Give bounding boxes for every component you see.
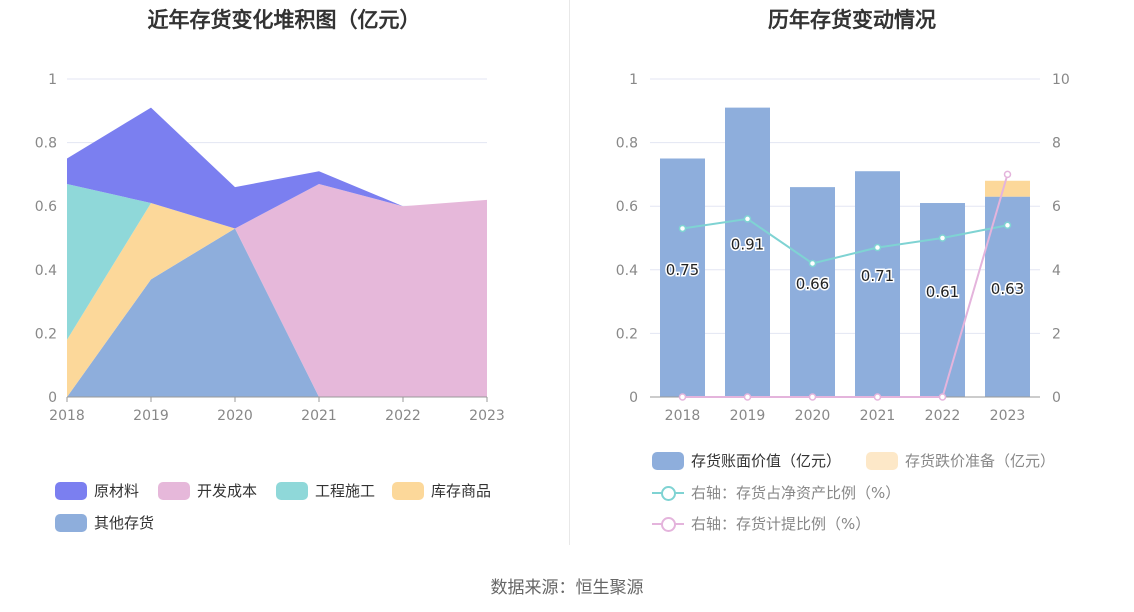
right-x-tick-label: 2020 [795,408,831,424]
legend-swatch [55,513,87,532]
line-point [938,234,947,242]
right-y2-tick-label: 4 [1052,263,1061,279]
right-x-tick-label: 2022 [925,408,961,424]
legend-label: 右轴：存货占净资产比例（%） [691,484,901,502]
bar-impairment [985,180,1030,197]
stacked-area-panel: 近年存货变化堆积图（亿元） 0 0.2 0.4 0.6 0.8 1 2018 2019 2020… [0,0,568,545]
left-x-tick-label: 2020 [217,408,253,424]
left-y-tick-label: 0.2 [35,326,57,342]
right-y2-tick-label: 0 [1052,390,1061,406]
right-legend-item[interactable]: 右轴：存货计提比例（%） [652,513,870,534]
bar-book-value [790,187,835,397]
area-4 [67,183,487,397]
right-y-tick-label: 1 [629,72,638,88]
right-x-tick-label: 2018 [665,408,701,424]
legend-swatch [652,451,684,470]
bar-data-label: 0.63 [991,280,1024,298]
legend-label: 右轴：存货计提比例（%） [691,515,871,533]
legend-label: 存货账面价值（亿元） [691,452,842,470]
left-y-tick-label: 0.4 [35,263,57,279]
left-y-tick-label: 0.6 [35,199,57,215]
left-x-tick-label: 2018 [49,408,85,424]
right-legend-item[interactable]: 存货账面价值（亿元） [652,450,841,471]
legend-swatch [866,451,898,470]
legend-swatch [652,515,684,533]
right-y2-tick-label: 8 [1052,136,1061,152]
right-legend-item[interactable]: 右轴：存货占净资产比例（%） [652,482,900,503]
right-y-tick-label: 0.8 [616,136,638,152]
left-legend-item[interactable]: 工程施工 [276,480,375,501]
bar-data-label: 0.61 [926,283,959,301]
bar-data-label: 0.75 [666,261,699,279]
right-y2-tick-label: 2 [1052,326,1061,342]
legend-label: 库存商品 [431,482,492,500]
legend-label: 工程施工 [315,482,376,500]
stacked-area-chart: 0 0.2 0.4 0.6 0.8 1 2018 2019 2020 2021 2022 2023 [35,72,505,424]
left-x-tick-label: 2023 [469,408,505,424]
bar-book-value [725,107,770,398]
left-legend-item[interactable]: 库存商品 [392,480,491,501]
line-series-1 [682,217,1008,265]
line-point [678,224,687,233]
legend-swatch [55,481,87,500]
bar-data-label: 0.66 [796,275,829,293]
bar-data-label: 0.71 [861,267,894,285]
line-point [873,243,882,252]
area-2 [67,203,487,397]
legend-label: 存货跌价准备（亿元） [905,452,1056,470]
line-point [873,393,882,401]
bar-book-value [855,171,900,397]
right-x-tick-label: 2023 [990,408,1026,424]
line-point [743,215,752,223]
legend-swatch [392,481,424,500]
data-source: 数据来源：恒生聚源 [490,578,644,598]
bar-data-label: 0.91 [731,235,764,253]
legend-label: 原材料 [94,482,140,500]
left-x-tick-label: 2019 [133,408,169,424]
left-y-tick-label: 1 [48,72,57,88]
left-legend-item[interactable]: 其他存货 [55,512,154,533]
right-y-tick-label: 0.2 [616,326,638,342]
right-chart-title: 历年存货变动情况 [768,8,936,32]
area-1 [67,228,487,397]
left-legend-item[interactable]: 开发成本 [158,480,257,501]
legend-swatch [652,484,684,502]
right-y2-tick-label: 6 [1052,199,1061,215]
right-x-tick-label: 2021 [860,408,896,424]
right-y2-tick-label: 10 [1052,72,1070,88]
right-legend-item[interactable]: 存货跌价准备（亿元） [866,450,1055,471]
right-y-tick-label: 0.4 [616,263,638,279]
right-y-tick-label: 0 [629,390,638,406]
left-y-tick-label: 0 [48,390,57,406]
line-point [1003,221,1012,230]
panel-divider [569,0,570,545]
bar-line-panel: 历年存货变动情况 0 0.2 0.4 0.6 0.8 1 0 2 4 6 8 10 2018 2019 20… [570,0,1134,545]
legend-label: 开发成本 [197,482,258,500]
line-point [1003,170,1012,179]
legend-swatch [276,481,308,500]
area-3 [67,183,487,397]
line-point [678,393,687,401]
line-series-2 [682,174,1009,398]
line-point [808,259,817,268]
right-x-tick-label: 2019 [730,408,766,424]
line-point [743,393,752,401]
line-point [808,393,817,401]
left-x-tick-label: 2021 [301,408,337,424]
area-5 [67,107,487,229]
bar-book-value [985,196,1030,397]
legend-label: 其他存货 [94,514,155,532]
left-chart-title: 近年存货变化堆积图（亿元） [147,8,421,32]
right-y-tick-label: 0.6 [616,199,638,215]
left-x-tick-label: 2022 [385,408,421,424]
bar-book-value [660,158,705,397]
line-point [938,393,947,401]
left-legend-item[interactable]: 原材料 [55,480,139,501]
legend-swatch [158,481,190,500]
left-y-tick-label: 0.8 [35,136,57,152]
